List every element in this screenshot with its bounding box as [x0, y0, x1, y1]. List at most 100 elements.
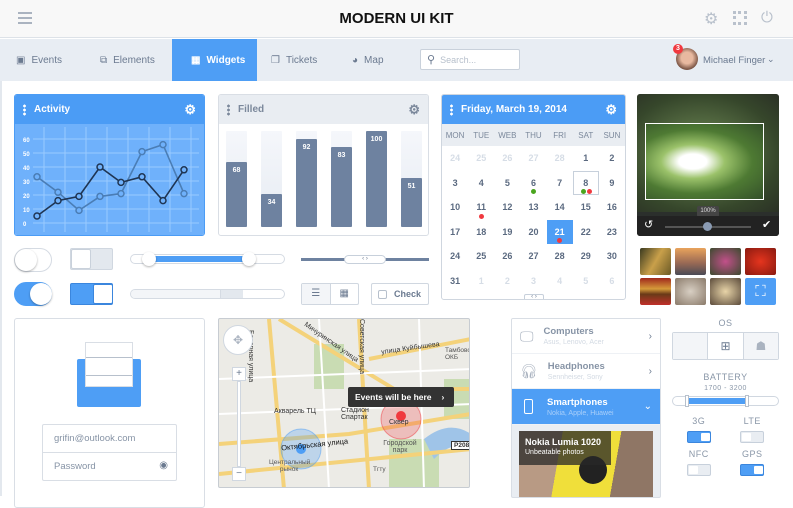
calendar-day[interactable]: 26 — [502, 251, 513, 262]
calendar-day[interactable]: 29 — [580, 251, 591, 262]
bar[interactable]: 83 — [331, 147, 352, 227]
calendar-day[interactable]: 28 — [554, 251, 565, 262]
data-point[interactable] — [75, 192, 83, 201]
tab-widgets[interactable]: ▦ Widgets — [172, 39, 257, 81]
android-icon[interactable]: ☗ — [743, 333, 778, 359]
avatar[interactable] — [676, 48, 698, 70]
thumbnail[interactable] — [640, 278, 671, 305]
toggle-switch[interactable] — [686, 464, 711, 476]
check-icon[interactable]: ✔ — [762, 219, 772, 231]
data-point[interactable] — [117, 178, 125, 187]
windows-icon[interactable]: ⊞ — [707, 333, 744, 359]
map-widget[interactable]: Базарная улица Мичуринская улица Советск… — [218, 318, 470, 488]
calendar-day[interactable]: 12 — [502, 202, 513, 213]
bar[interactable]: 51 — [401, 178, 422, 227]
thumbnail[interactable] — [675, 278, 706, 305]
gear-icon[interactable]: ⚙ — [184, 101, 196, 117]
zoom-out-button[interactable]: − — [232, 467, 246, 481]
data-point[interactable] — [54, 196, 62, 205]
password-field[interactable]: Password — [54, 461, 96, 472]
zoom-track[interactable] — [237, 381, 241, 467]
thumbnail[interactable] — [710, 278, 741, 305]
data-point[interactable] — [159, 140, 167, 149]
calendar-day[interactable]: 7 — [557, 177, 563, 188]
user-name[interactable]: Michael Finger — [703, 55, 766, 66]
bar[interactable]: 34 — [261, 194, 282, 227]
data-point[interactable] — [138, 147, 146, 156]
calendar-day[interactable]: 25 — [476, 153, 487, 164]
map-tooltip[interactable]: Events will be here › — [348, 387, 454, 407]
calendar-day[interactable]: 19 — [502, 226, 513, 237]
gear-icon[interactable]: ⚙ — [605, 101, 617, 117]
tab-map[interactable]: ◕ Map — [338, 39, 398, 81]
calendar-day[interactable]: 4 — [557, 275, 563, 286]
calendar-day[interactable]: 25 — [476, 251, 487, 262]
rotate-icon[interactable]: ↺ — [644, 219, 654, 231]
calendar-day[interactable]: 17 — [450, 226, 461, 237]
thumbnail[interactable] — [640, 248, 671, 275]
drag-handle-icon[interactable] — [23, 103, 26, 116]
category-computers[interactable]: 🖵 Computers Asus, Lenovo, Acer › — [512, 319, 660, 354]
email-field[interactable]: grifin@outlook.com — [43, 425, 176, 453]
drag-handle-icon[interactable] — [450, 103, 453, 116]
calendar-day[interactable]: 3 — [530, 275, 536, 286]
data-point[interactable] — [54, 188, 62, 196]
data-point[interactable] — [138, 173, 146, 181]
calendar-day[interactable]: 21 — [546, 219, 573, 244]
calendar-day[interactable]: 22 — [580, 226, 591, 237]
check-button[interactable]: Check — [371, 283, 429, 305]
calendar-day[interactable]: 30 — [606, 251, 617, 262]
calendar-day[interactable]: 15 — [580, 202, 591, 213]
apple-icon[interactable] — [673, 333, 708, 359]
checkbox[interactable] — [378, 289, 387, 299]
square-toggle-off[interactable] — [70, 248, 113, 270]
calendar-day[interactable]: 4 — [478, 177, 484, 188]
gear-icon[interactable]: ⚙ — [704, 11, 719, 28]
calendar-day[interactable]: 3 — [452, 177, 458, 188]
bar[interactable]: 100 — [366, 131, 387, 227]
tab-elements[interactable]: ⧉ Elements — [86, 39, 169, 81]
drag-handle-icon[interactable] — [227, 103, 230, 116]
toggle-on[interactable] — [14, 282, 52, 306]
tab-events[interactable]: ▣ Events — [2, 39, 76, 81]
calendar-day[interactable]: 31 — [450, 275, 461, 286]
calendar-pager[interactable]: ‹ › — [524, 294, 544, 299]
eye-icon[interactable]: ◉ — [159, 460, 168, 471]
calendar-day[interactable]: 20 — [528, 226, 539, 237]
data-point[interactable] — [96, 192, 104, 201]
add-photo-button[interactable]: ⛶ — [745, 278, 776, 305]
calendar-day[interactable]: 2 — [609, 153, 615, 164]
calendar-day[interactable]: 10 — [450, 202, 461, 213]
gear-icon[interactable]: ⚙ — [408, 101, 420, 117]
thumbnail[interactable] — [675, 248, 706, 275]
data-point[interactable] — [96, 163, 104, 171]
calendar-day[interactable]: 26 — [502, 153, 513, 164]
calendar-day[interactable]: 9 — [609, 177, 615, 188]
map-pan-control[interactable]: ✥ — [223, 325, 253, 355]
thumbnail[interactable] — [710, 248, 741, 275]
calendar-day[interactable]: 27 — [528, 153, 539, 164]
category-headphones[interactable]: 🎧︎ Headphones Sennheiser, Sony › — [512, 354, 660, 389]
search-input[interactable]: ⚲ Search... — [420, 49, 520, 70]
calendar-day[interactable]: 6 — [609, 275, 615, 286]
square-toggle-on[interactable] — [70, 283, 113, 305]
calendar-day[interactable]: 2 — [504, 275, 510, 286]
menu-icon[interactable] — [18, 12, 32, 24]
calendar-day[interactable]: 14 — [554, 202, 565, 213]
calendar-day[interactable]: 27 — [528, 251, 539, 262]
bar[interactable]: 68 — [226, 161, 247, 227]
zoom-in-button[interactable]: + — [232, 367, 246, 381]
scroll-handle[interactable]: ‹ › — [344, 255, 386, 264]
calendar-day[interactable]: 1 — [583, 153, 589, 164]
bar[interactable]: 92 — [296, 138, 317, 227]
data-point[interactable] — [117, 189, 125, 198]
data-point[interactable] — [180, 166, 188, 174]
thumbnail[interactable] — [745, 248, 776, 275]
fullscreen-icon[interactable] — [733, 11, 747, 25]
tab-tickets[interactable]: ❐ Tickets — [257, 39, 331, 81]
data-point[interactable] — [180, 189, 188, 198]
calendar-day[interactable]: 6 — [520, 171, 546, 196]
range-slider[interactable] — [130, 252, 285, 266]
data-point[interactable] — [159, 196, 167, 205]
calendar-day[interactable]: 24 — [450, 153, 461, 164]
